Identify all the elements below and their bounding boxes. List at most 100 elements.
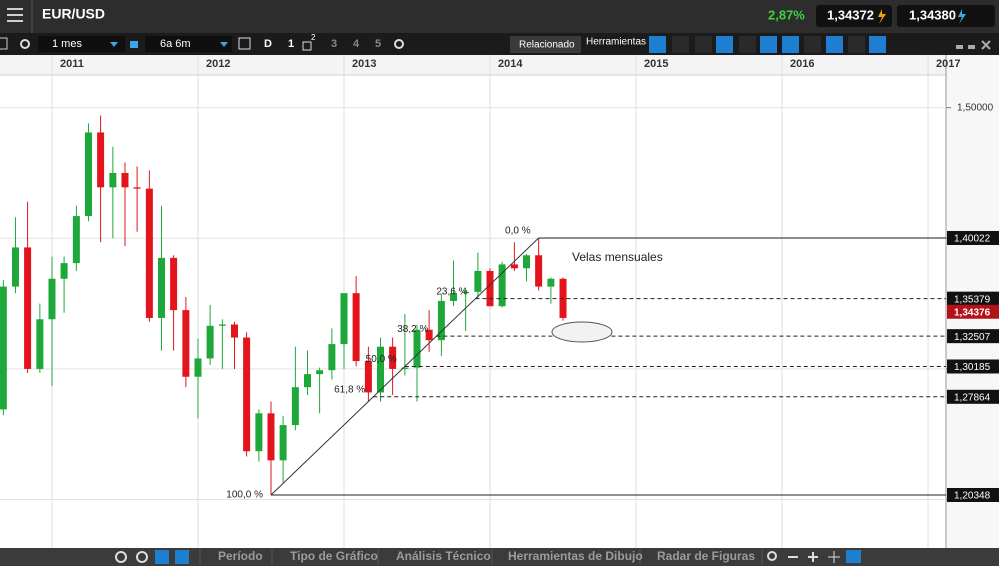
annotation: Velas mensuales xyxy=(572,250,663,264)
count-button[interactable]: 2 xyxy=(311,33,316,42)
candle-body xyxy=(11,247,19,287)
x-tick-label: 2016 xyxy=(790,58,814,70)
candle-body xyxy=(547,278,555,287)
refresh-button[interactable] xyxy=(115,551,127,563)
related: Relacionado xyxy=(519,40,575,51)
menu-button[interactable] xyxy=(7,8,23,22)
tool-button[interactable] xyxy=(739,36,756,53)
tool-button[interactable] xyxy=(716,36,733,53)
candle-body xyxy=(206,325,214,359)
range: 6a 6m xyxy=(160,38,191,50)
candle-body xyxy=(474,270,482,292)
candle-body xyxy=(389,346,397,369)
data-button[interactable] xyxy=(846,550,861,563)
candle-body xyxy=(364,361,372,393)
buy-price: 1,34380 xyxy=(909,7,956,22)
candle-body xyxy=(316,370,324,375)
calendar-icon[interactable] xyxy=(238,37,251,50)
count-icon xyxy=(302,41,312,51)
x-tick-label: 2015 xyxy=(644,58,668,70)
footer-tab[interactable]: Herramientas de Dibujo xyxy=(508,549,643,563)
candle-body xyxy=(450,293,458,301)
price-marker-label: 1,40022 xyxy=(954,234,991,245)
footer-tab[interactable]: Análisis Técnico xyxy=(396,549,491,563)
fib-label: 23,6 % xyxy=(436,286,467,297)
tool-button[interactable] xyxy=(672,36,689,53)
footer-tab[interactable]: Período xyxy=(218,549,263,563)
day-button[interactable]: D xyxy=(264,38,272,50)
candle-body xyxy=(218,324,226,326)
close-button[interactable] xyxy=(981,40,991,50)
price-marker xyxy=(947,487,999,502)
sell-button[interactable] xyxy=(816,5,892,27)
settings-icon[interactable] xyxy=(394,39,404,49)
candle-body xyxy=(230,324,238,338)
settings-icon[interactable] xyxy=(20,39,30,49)
range-select[interactable] xyxy=(145,36,232,52)
zoom-in[interactable] xyxy=(808,552,818,562)
candle-body xyxy=(0,286,7,410)
price-marker xyxy=(947,389,999,404)
candle-body xyxy=(24,247,32,369)
window-button[interactable] xyxy=(968,45,975,49)
tool-button[interactable] xyxy=(826,36,843,53)
y-tick-label: 1,50000 xyxy=(957,102,994,113)
fib-label: 100,0 % xyxy=(226,490,263,501)
count-button[interactable]: 3 xyxy=(331,38,337,50)
search-button[interactable] xyxy=(767,551,777,561)
candle-body xyxy=(72,216,80,264)
period-select[interactable] xyxy=(38,36,125,52)
price-marker xyxy=(947,291,999,306)
footer xyxy=(0,548,999,566)
candle-body xyxy=(170,257,178,311)
clear-button[interactable] xyxy=(136,551,148,563)
price-marker-label: 1,27864 xyxy=(954,392,991,403)
dropdown-arrow xyxy=(220,42,228,47)
candle-body xyxy=(303,374,311,388)
tool-button[interactable] xyxy=(760,36,777,53)
lock-icon[interactable] xyxy=(130,41,138,48)
candle-body xyxy=(413,329,421,368)
crosshair[interactable] xyxy=(828,551,840,563)
candle-body xyxy=(486,270,494,307)
price-marker-label: 1,32507 xyxy=(954,332,991,343)
panel-icon[interactable] xyxy=(0,37,8,50)
period: 1 mes xyxy=(52,38,82,50)
fib-label: 50,0 % xyxy=(366,354,397,365)
candle-body xyxy=(255,413,263,452)
footer-tab[interactable]: Tipo de Gráfico xyxy=(290,549,378,563)
candle-body xyxy=(340,293,348,345)
related-button[interactable] xyxy=(510,36,581,53)
x-tick-label: 2011 xyxy=(60,58,84,70)
tool-button[interactable] xyxy=(804,36,821,53)
x-tick-label: 2013 xyxy=(352,58,376,70)
price-marker xyxy=(947,359,999,374)
tool-button[interactable] xyxy=(649,36,666,53)
candle-body xyxy=(60,263,68,279)
tool-icons xyxy=(649,36,991,53)
count-button[interactable]: 4 xyxy=(353,38,360,50)
tool-button[interactable] xyxy=(869,36,886,53)
buy-icon xyxy=(958,9,966,24)
candle-body xyxy=(97,132,105,188)
tool-button[interactable] xyxy=(695,36,712,53)
last-price-marker xyxy=(947,304,999,319)
candle-body xyxy=(377,346,385,393)
candle-body xyxy=(328,344,336,371)
candle-body xyxy=(48,278,56,320)
x-tick-label: 2012 xyxy=(206,58,230,70)
x-tick-label: 2014 xyxy=(498,58,523,70)
candle-body xyxy=(352,293,360,362)
window-button[interactable] xyxy=(956,45,963,49)
tool-button[interactable] xyxy=(848,36,865,53)
candle-body xyxy=(425,329,433,341)
draw-button[interactable] xyxy=(155,550,169,564)
scroll-button[interactable] xyxy=(175,550,189,564)
buy-button[interactable] xyxy=(897,5,995,27)
tool-button[interactable] xyxy=(782,36,799,53)
count-button[interactable]: 1 xyxy=(288,38,294,50)
price-marker xyxy=(947,329,999,344)
footer-tab[interactable]: Radar de Figuras xyxy=(657,549,755,563)
count-button[interactable]: 5 xyxy=(375,38,381,50)
